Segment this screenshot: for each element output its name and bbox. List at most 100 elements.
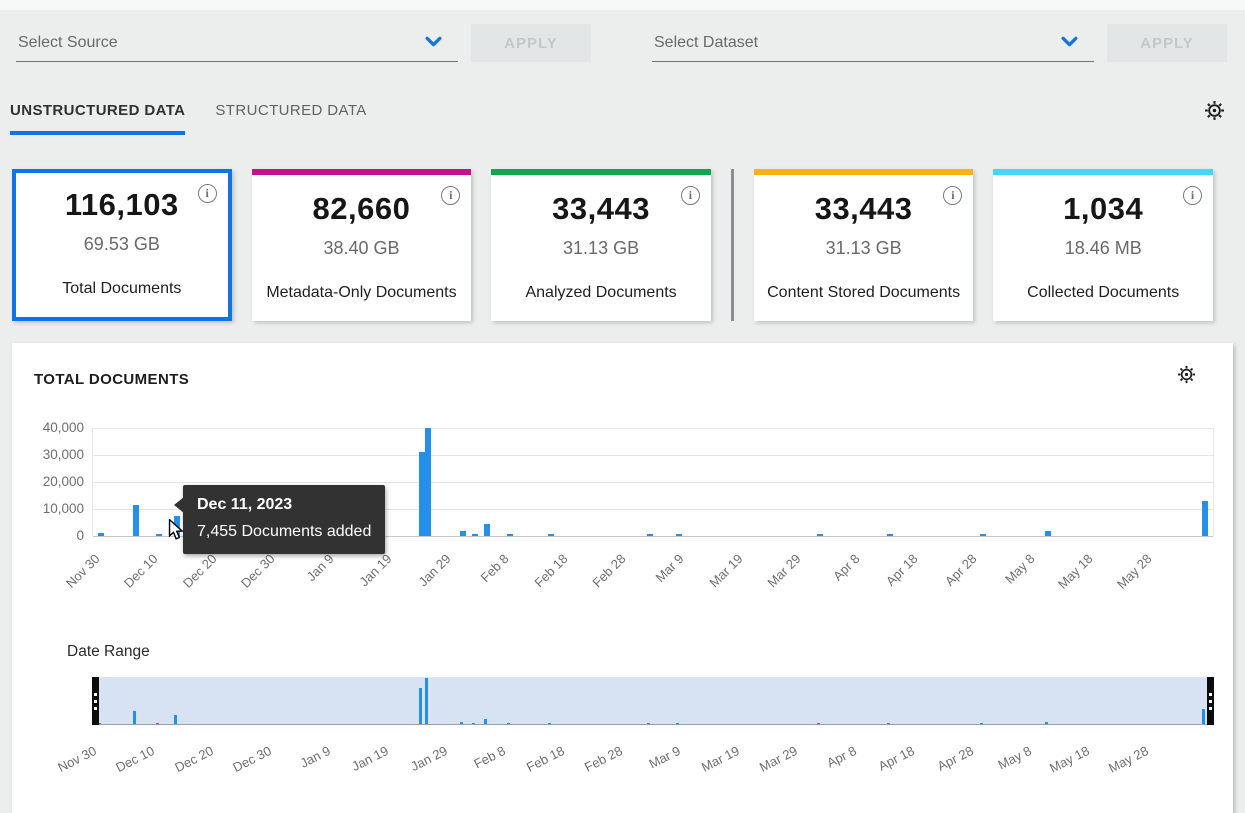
chart-bar[interactable] <box>133 711 136 724</box>
x-axis-tick-label: Feb 8 <box>478 551 512 585</box>
card-value: 33,443 <box>754 191 974 227</box>
x-axis-tick-label: Mar 29 <box>765 551 804 590</box>
x-axis-tick-label: May 8 <box>995 743 1033 772</box>
x-axis-tick-label: Nov 30 <box>55 743 99 775</box>
filters-row: Select Source APPLY Select Dataset APPLY <box>0 10 1245 62</box>
range-handle-left[interactable] <box>92 677 99 725</box>
chart-bar[interactable] <box>425 428 431 536</box>
chart-bar[interactable] <box>676 723 679 725</box>
chart-bar[interactable] <box>460 531 466 536</box>
card-label: Collected Documents <box>993 284 1213 302</box>
chart-bar[interactable] <box>156 723 159 725</box>
dataset-select[interactable]: Select Dataset <box>652 28 1094 62</box>
chart-bar[interactable] <box>472 723 475 725</box>
card-analyzed-documents[interactable]: 33,443 31.13 GB Analyzed Documents <box>491 169 711 321</box>
x-axis-tick-label: May 28 <box>1106 743 1151 776</box>
range-handle-right[interactable] <box>1207 677 1214 725</box>
chart-bar[interactable] <box>1202 709 1205 724</box>
chart-bar[interactable] <box>484 719 487 724</box>
date-range-slider[interactable] <box>92 677 1214 725</box>
x-axis-tick-label: Dec 10 <box>121 551 161 591</box>
card-value: 116,103 <box>16 187 228 223</box>
card-size: 38.40 GB <box>252 238 472 259</box>
info-icon[interactable] <box>681 186 700 205</box>
chart-bar[interactable] <box>980 723 983 725</box>
tabs-row: UNSTRUCTURED DATA STRUCTURED DATA <box>0 102 1245 135</box>
card-collected-documents[interactable]: 1,034 18.46 MB Collected Documents <box>993 169 1213 321</box>
tab-unstructured-data[interactable]: UNSTRUCTURED DATA <box>10 102 185 135</box>
chart-bar[interactable] <box>425 678 428 724</box>
settings-gear-icon[interactable] <box>1204 100 1225 126</box>
card-total-documents[interactable]: 116,103 69.53 GB Total Documents <box>12 169 232 321</box>
card-label: Content Stored Documents <box>754 284 974 302</box>
source-filter-group: Select Source APPLY <box>16 24 591 62</box>
x-axis-tick-label: Jan 29 <box>408 743 450 774</box>
x-axis-tick-label: Mar 29 <box>757 743 800 775</box>
chart-bar[interactable] <box>548 534 554 536</box>
y-axis-tick-label: 10,000 <box>12 501 84 516</box>
card-value: 33,443 <box>491 191 711 227</box>
x-axis-tick-label: Apr 28 <box>934 743 975 774</box>
card-label: Analyzed Documents <box>491 284 711 302</box>
chart-bar[interactable] <box>419 688 422 724</box>
range-mini-chart <box>92 677 1214 724</box>
chart-bar[interactable] <box>647 723 650 725</box>
source-select[interactable]: Select Source <box>16 28 458 62</box>
cards-divider <box>731 169 734 321</box>
card-value: 82,660 <box>252 191 472 227</box>
card-size: 18.46 MB <box>993 238 1213 259</box>
chart-bar[interactable] <box>817 534 823 536</box>
x-axis-tick-label: Dec 20 <box>180 551 220 591</box>
chart-bar[interactable] <box>484 524 490 536</box>
chart-bar[interactable] <box>887 723 890 725</box>
chart-settings-gear-icon[interactable] <box>1177 365 1196 389</box>
source-apply-button[interactable]: APPLY <box>471 24 591 62</box>
x-axis-tick-label: Feb 8 <box>471 743 507 771</box>
chart-bar[interactable] <box>507 534 513 536</box>
source-select-label: Select Source <box>18 34 118 52</box>
info-icon[interactable] <box>1183 186 1202 205</box>
chart-bar[interactable] <box>1202 501 1208 536</box>
chart-bar[interactable] <box>1045 531 1051 536</box>
total-documents-panel: TOTAL DOCUMENTS 40,00030,00020,00010,000… <box>12 343 1233 813</box>
chart-bar[interactable] <box>98 533 104 536</box>
card-label: Metadata-Only Documents <box>252 284 472 302</box>
x-axis-tick-label: May 28 <box>1114 551 1155 592</box>
chart-bar[interactable] <box>548 723 551 725</box>
chart-bar[interactable] <box>676 534 682 536</box>
chart-bar[interactable] <box>647 534 653 536</box>
y-axis-tick-label: 30,000 <box>12 447 84 462</box>
x-axis-tick-label: Apr 28 <box>941 551 979 589</box>
chart-bar[interactable] <box>472 534 478 536</box>
x-axis-tick-label: Jan 19 <box>349 743 391 774</box>
tooltip-arrow <box>174 497 184 513</box>
card-size: 31.13 GB <box>754 238 974 259</box>
chart-tooltip: Dec 11, 2023 7,455 Documents added <box>183 485 385 554</box>
tab-structured-data[interactable]: STRUCTURED DATA <box>215 102 366 135</box>
chart-bar[interactable] <box>156 534 162 536</box>
chart-bar[interactable] <box>133 505 139 536</box>
x-axis-tick-label: Dec 30 <box>238 551 278 591</box>
x-axis-tick-label: Jan 29 <box>415 551 453 589</box>
x-axis-tick-label: Jan 9 <box>297 743 332 771</box>
chart-bar[interactable] <box>817 723 820 725</box>
chart-bar[interactable] <box>174 715 177 724</box>
chart-bar[interactable] <box>1045 722 1048 724</box>
top-strip <box>0 0 1245 10</box>
card-content-stored-documents[interactable]: 33,443 31.13 GB Content Stored Documents <box>754 169 974 321</box>
panel-title: TOTAL DOCUMENTS <box>34 371 189 388</box>
x-axis-tick-label: Jan 19 <box>357 551 395 589</box>
x-axis-tick-label: Dec 20 <box>172 743 216 775</box>
x-axis-tick-label: May 8 <box>1002 551 1038 587</box>
chart-bar[interactable] <box>460 722 463 724</box>
chart-bar[interactable] <box>980 534 986 536</box>
y-axis-tick-label: 20,000 <box>12 474 84 489</box>
tooltip-text: 7,455 Documents added <box>197 523 371 541</box>
dataset-apply-button[interactable]: APPLY <box>1107 24 1227 62</box>
info-icon[interactable] <box>198 184 217 203</box>
card-metadata-only-documents[interactable]: 82,660 38.40 GB Metadata-Only Documents <box>252 169 472 321</box>
chart-bar[interactable] <box>887 534 893 536</box>
chart-bar[interactable] <box>507 723 510 725</box>
x-axis-tick-label: Feb 28 <box>582 743 625 775</box>
dataset-select-label: Select Dataset <box>654 34 758 52</box>
